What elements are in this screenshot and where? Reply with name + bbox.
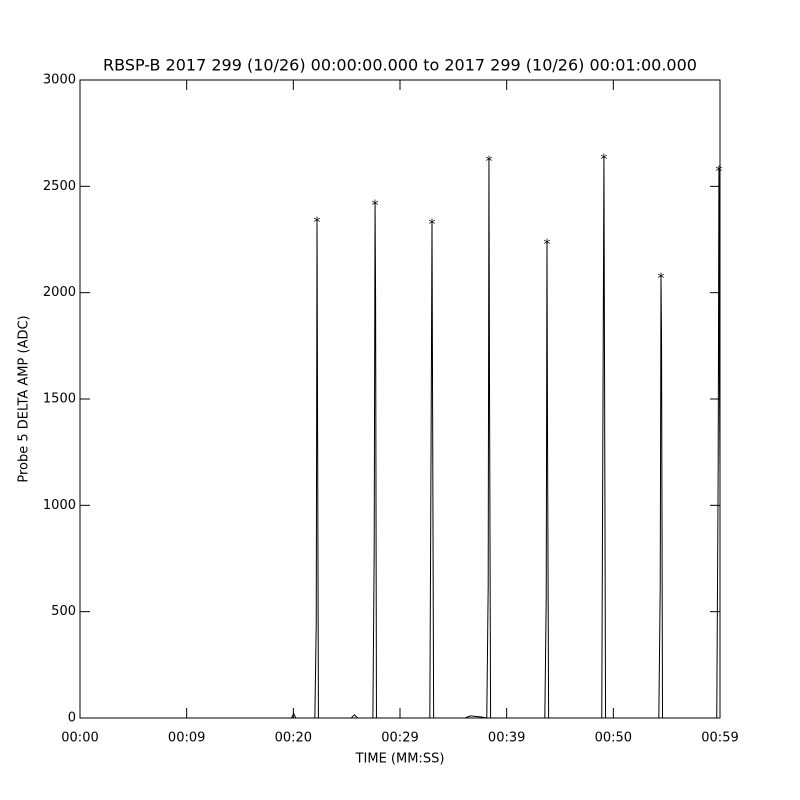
x-tick-label: 00:00 bbox=[61, 731, 98, 746]
x-tick-label: 00:59 bbox=[701, 731, 738, 746]
y-tick-label: 1000 bbox=[43, 498, 76, 513]
y-tick-label: 2500 bbox=[43, 179, 76, 194]
peak-marker: * bbox=[715, 164, 722, 180]
x-tick-label: 00:29 bbox=[381, 731, 418, 746]
y-tick-label: 500 bbox=[51, 604, 76, 619]
x-tick-label: 00:39 bbox=[488, 731, 525, 746]
y-tick-label: 3000 bbox=[43, 73, 76, 88]
y-axis-label: Probe 5 DELTA AMP (ADC) bbox=[17, 315, 32, 482]
peak-marker: * bbox=[314, 215, 321, 231]
chart-title: RBSP-B 2017 299 (10/26) 00:00:00.000 to … bbox=[103, 56, 697, 75]
x-tick-label: 00:09 bbox=[168, 731, 205, 746]
peak-marker: * bbox=[657, 271, 664, 287]
peak-marker: * bbox=[543, 237, 550, 253]
peak-marker: * bbox=[429, 217, 436, 233]
data-line bbox=[80, 156, 721, 719]
y-tick-label: 2000 bbox=[43, 285, 76, 300]
y-tick-label: 0 bbox=[68, 711, 76, 726]
peak-marker: * bbox=[372, 198, 379, 214]
peak-marker: * bbox=[600, 152, 607, 168]
x-tick-label: 00:20 bbox=[275, 731, 312, 746]
y-tick-label: 1500 bbox=[43, 392, 76, 407]
x-axis-label: TIME (MM:SS) bbox=[355, 752, 445, 767]
x-tick-label: 00:50 bbox=[595, 731, 632, 746]
peak-marker: * bbox=[485, 154, 492, 170]
